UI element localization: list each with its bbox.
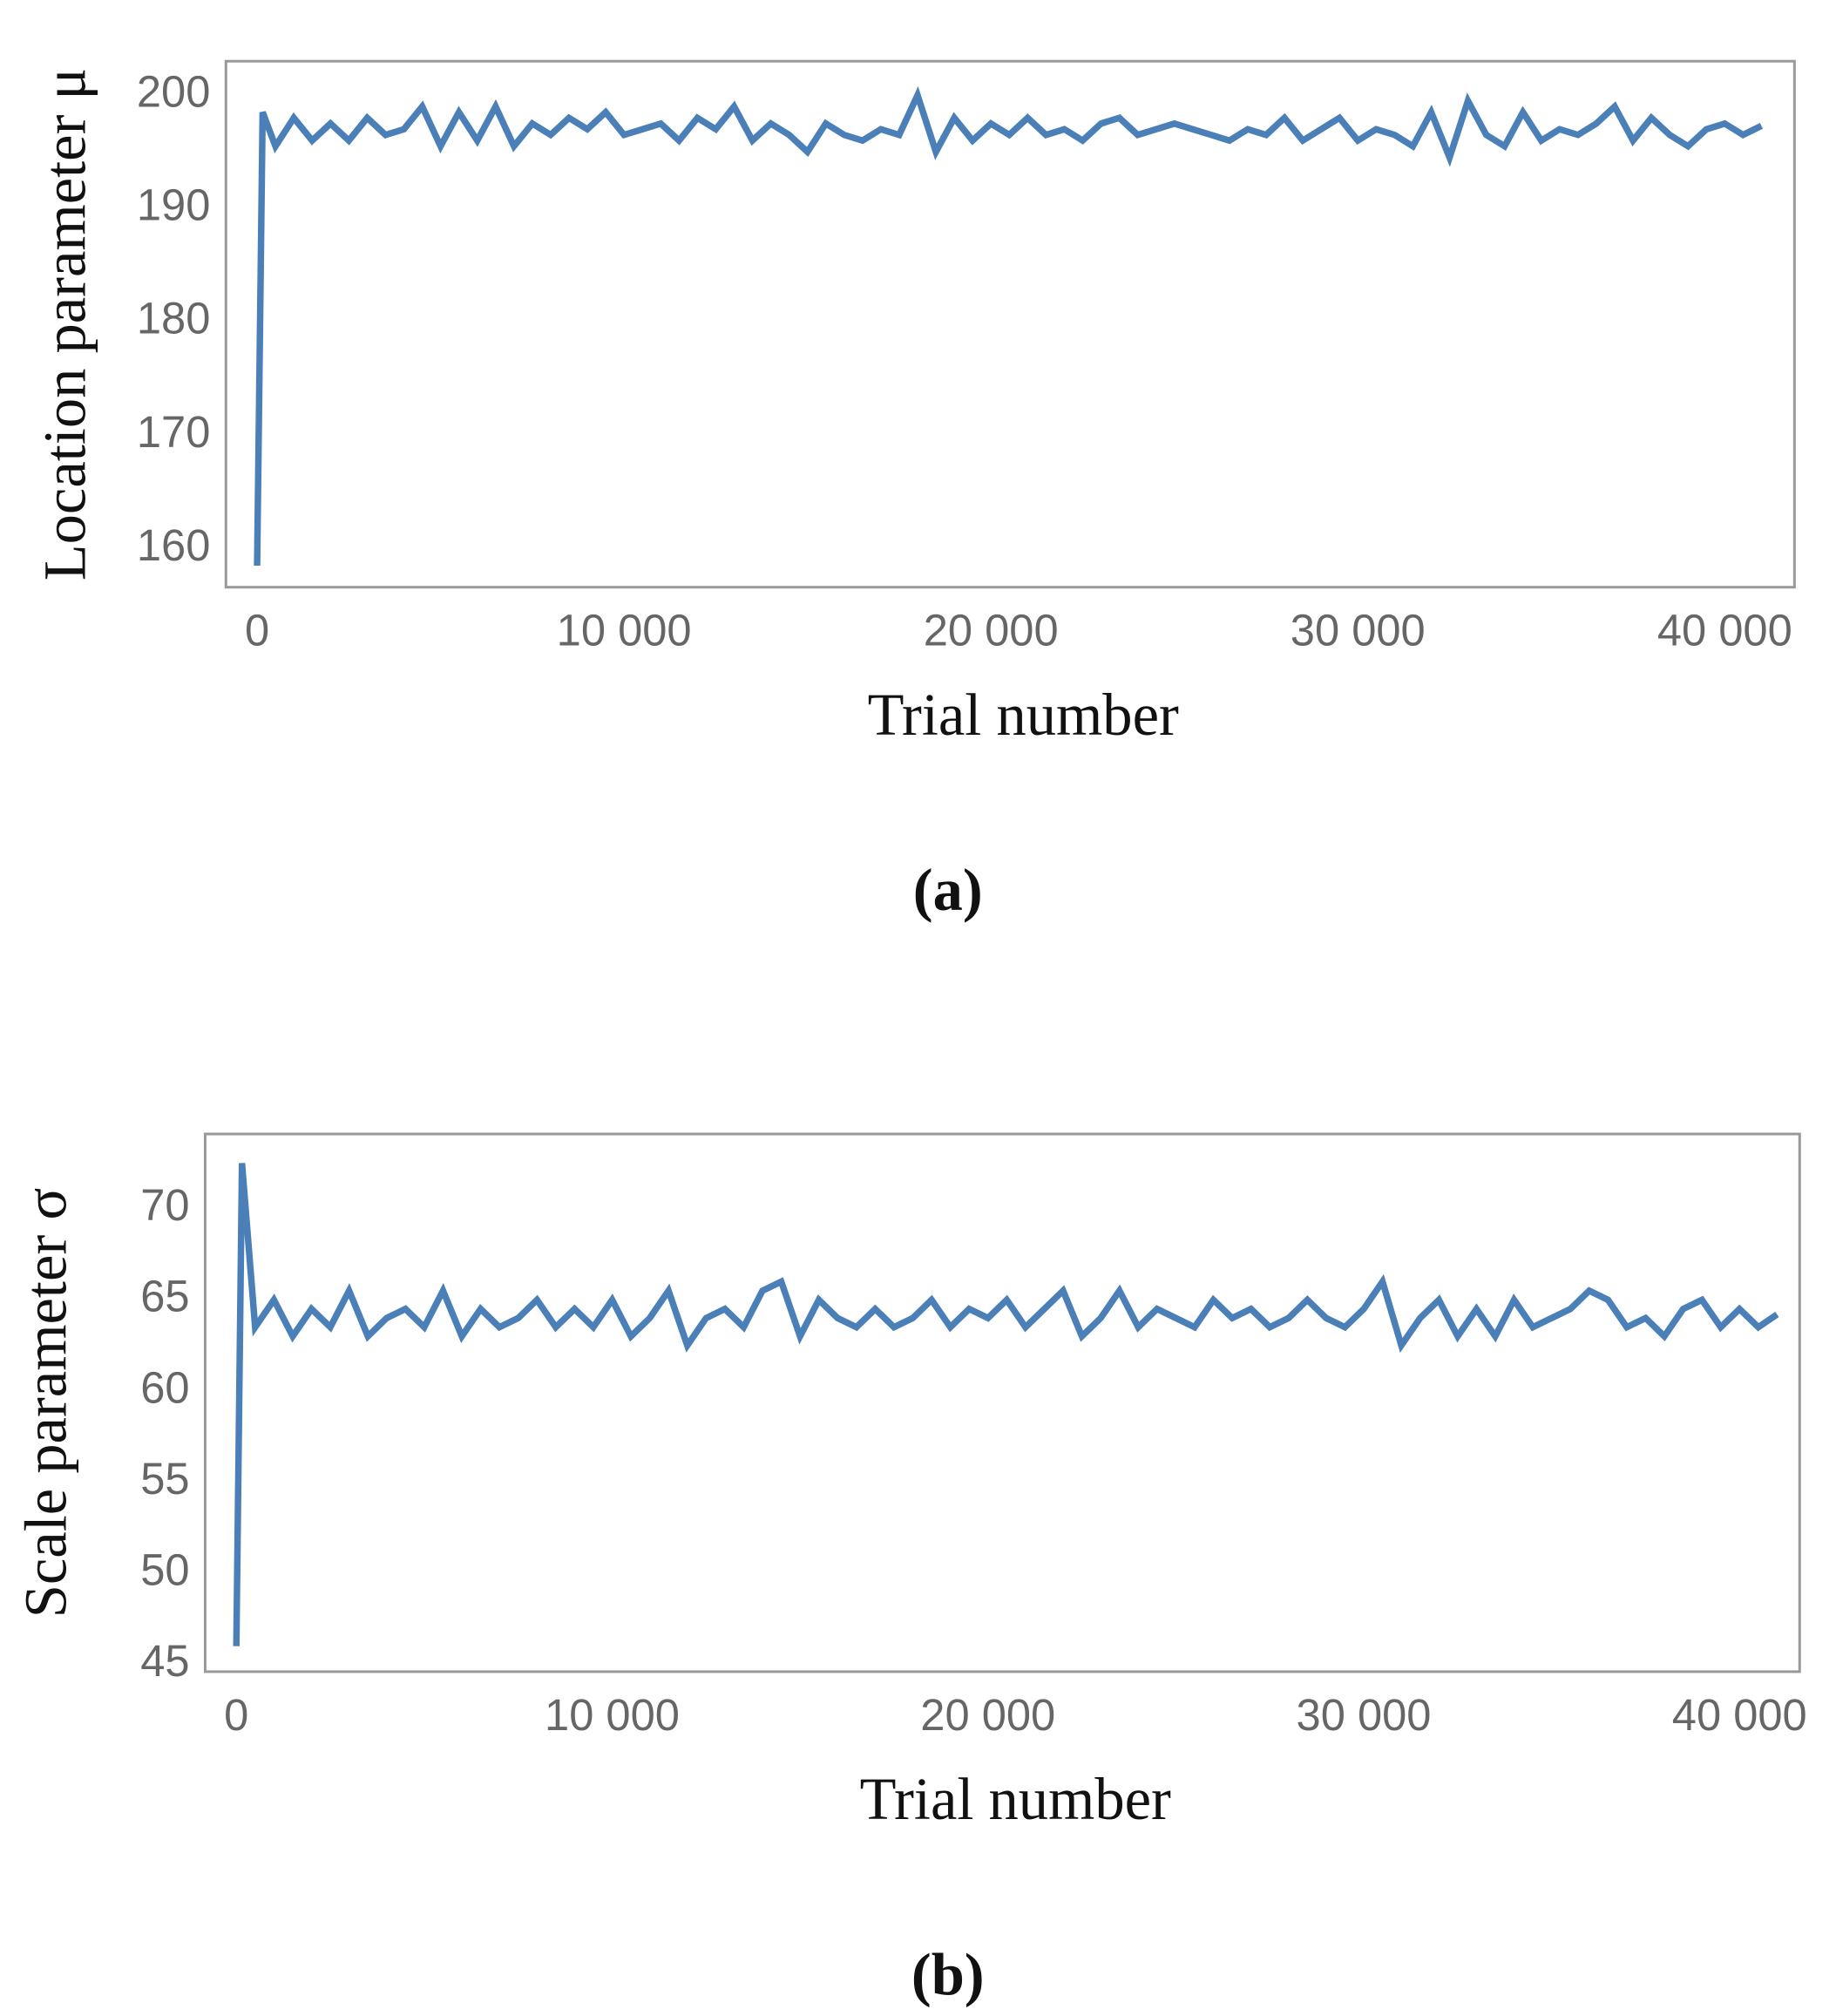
y-tick-label: 180	[137, 294, 211, 343]
y-axis-label: Location parameter μ	[32, 68, 98, 581]
x-tick-label: 30 000	[1291, 606, 1426, 655]
x-axis-label: Trial number	[868, 682, 1179, 748]
panel-label: (a)	[913, 857, 983, 923]
x-tick-label: 20 000	[924, 606, 1059, 655]
data-line	[233, 1163, 1779, 1646]
y-tick-label: 55	[140, 1454, 189, 1504]
x-tick-label: 40 000	[1657, 606, 1792, 655]
x-tick-label: 10 000	[557, 606, 692, 655]
y-tick-label: 65	[140, 1272, 189, 1321]
x-tick-label: 0	[224, 1690, 248, 1740]
y-tick-label: 200	[137, 67, 211, 117]
data-line	[254, 86, 1764, 567]
x-tick-label: 10 000	[545, 1690, 680, 1740]
plot-frame	[224, 59, 1796, 589]
plot-frame	[203, 1132, 1801, 1673]
y-tick-label: 190	[137, 180, 211, 230]
x-tick-label: 20 000	[920, 1690, 1055, 1740]
x-axis-label: Trial number	[860, 1766, 1171, 1832]
y-tick-label: 60	[140, 1362, 189, 1412]
y-tick-label: 70	[140, 1180, 189, 1230]
y-tick-label: 160	[137, 520, 211, 570]
y-axis-label: Scale parameter σ	[12, 1188, 78, 1619]
x-tick-label: 40 000	[1672, 1690, 1807, 1740]
y-tick-label: 170	[137, 407, 211, 457]
y-tick-label: 45	[140, 1636, 189, 1686]
y-tick-label: 50	[140, 1544, 189, 1594]
panel-label: (b)	[911, 1941, 985, 2007]
x-tick-label: 0	[245, 606, 269, 655]
x-tick-label: 30 000	[1297, 1690, 1432, 1740]
